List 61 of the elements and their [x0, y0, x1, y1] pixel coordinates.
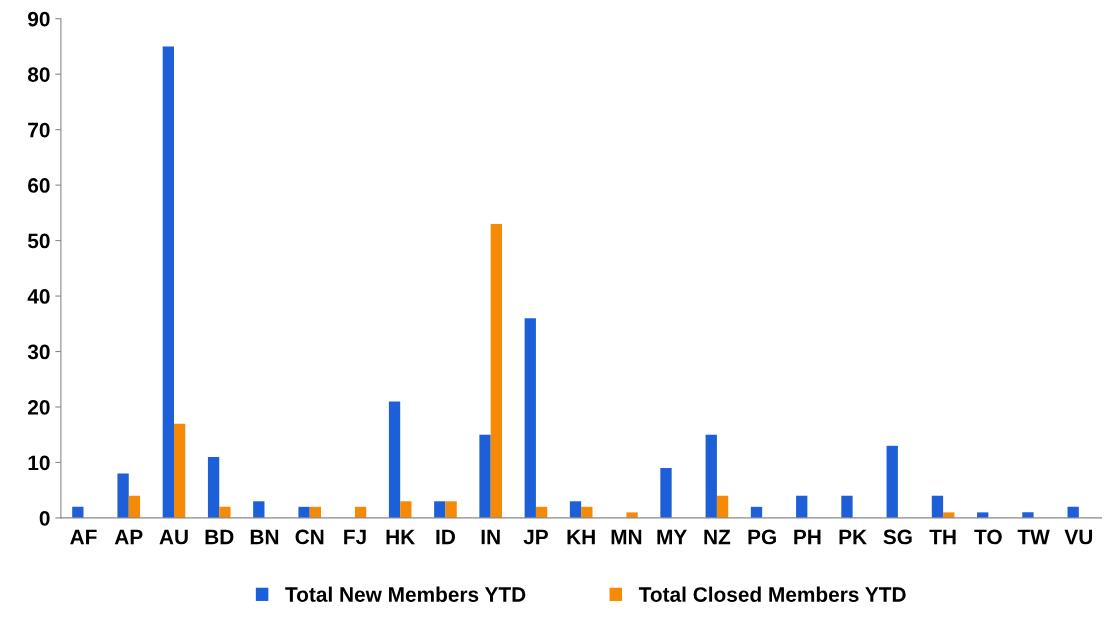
x-tick-label: TW: [1017, 529, 1050, 545]
bar: [298, 506, 310, 518]
x-tick-label: AF: [70, 529, 97, 545]
bar: [490, 223, 502, 518]
x-tick-label: FJ: [344, 529, 366, 545]
bar: [626, 512, 638, 518]
bar: [524, 318, 536, 518]
x-tick-label: BD: [205, 529, 234, 545]
x-tick-label: MN: [611, 529, 642, 545]
y-tick-label: 40: [27, 289, 50, 304]
bar: [117, 473, 129, 518]
x-tick-label: JP: [523, 529, 548, 545]
legend-label: Total New Members YTD: [285, 586, 526, 602]
x-tick-label: ID: [436, 529, 455, 545]
y-tick-label: 90: [28, 11, 50, 27]
y-tick-label: 80: [27, 67, 50, 82]
y-tick-label: 70: [28, 122, 50, 138]
y-tick-label: 0: [39, 510, 50, 526]
x-tick-label: VU: [1064, 529, 1093, 545]
x-tick-label: AU: [159, 529, 188, 545]
bar: [445, 501, 457, 518]
x-tick-label: CN: [295, 529, 324, 545]
x-tick-label: PK: [839, 529, 867, 545]
bar: [931, 495, 944, 518]
x-tick-label: KH: [567, 529, 595, 545]
bar: [841, 495, 853, 518]
bar: [716, 495, 729, 518]
bar: [253, 501, 265, 518]
bar: [705, 434, 717, 518]
bar: [207, 456, 220, 518]
bar: [219, 506, 231, 518]
y-tick-label: 20: [28, 399, 50, 415]
bar: [162, 46, 174, 518]
x-tick-label: PH: [794, 529, 821, 545]
bar: [660, 468, 672, 518]
x-tick-label: NZ: [704, 529, 731, 545]
x-tick-label: TO: [974, 529, 1002, 545]
bar: [400, 501, 412, 518]
bar: [128, 495, 141, 518]
bar: [434, 501, 446, 518]
bar: [886, 445, 898, 518]
x-tick-label: MY: [657, 529, 687, 545]
bar: [72, 506, 84, 518]
x-tick-label: PG: [748, 529, 776, 545]
x-tick-label: IN: [481, 529, 500, 545]
x-tick-label: TH: [929, 529, 956, 545]
y-tick-label: 10: [28, 455, 50, 471]
bar: [1022, 512, 1034, 518]
x-tick-label: BN: [250, 529, 279, 545]
bar: [569, 501, 582, 518]
bar: [479, 434, 491, 518]
y-tick-label: 50: [27, 233, 50, 249]
bar: [388, 401, 401, 518]
x-tick-label: SG: [883, 529, 912, 545]
y-tick-label: 30: [27, 344, 50, 360]
legend-label: Total Closed Members YTD: [638, 586, 906, 602]
x-tick-label: HK: [386, 529, 416, 545]
x-tick-label: AP: [114, 529, 143, 545]
y-tick-label: 60: [28, 178, 50, 193]
bar: [173, 423, 186, 518]
bar: [796, 495, 808, 518]
